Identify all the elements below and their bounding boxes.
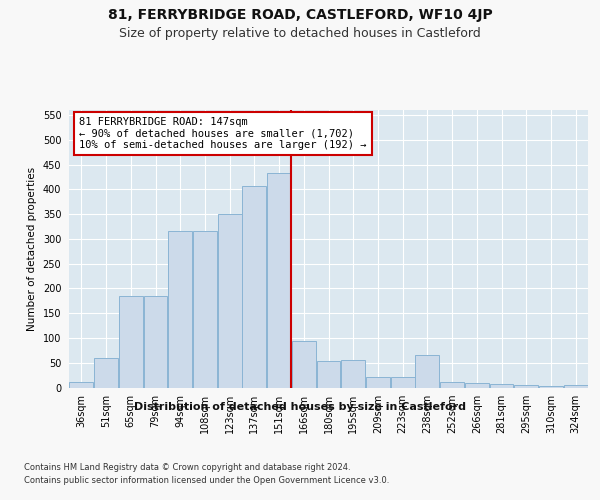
Bar	[70, 382, 94, 388]
Text: 81, FERRYBRIDGE ROAD, CASTLEFORD, WF10 4JP: 81, FERRYBRIDGE ROAD, CASTLEFORD, WF10 4…	[107, 8, 493, 22]
Bar	[539, 386, 563, 388]
Bar	[341, 360, 365, 388]
Text: 81 FERRYBRIDGE ROAD: 147sqm
← 90% of detached houses are smaller (1,702)
10% of : 81 FERRYBRIDGE ROAD: 147sqm ← 90% of det…	[79, 117, 367, 150]
Bar	[119, 296, 143, 388]
Bar	[366, 376, 390, 388]
Bar	[143, 296, 167, 388]
Text: Distribution of detached houses by size in Castleford: Distribution of detached houses by size …	[134, 402, 466, 412]
Bar	[267, 174, 291, 388]
Text: Contains public sector information licensed under the Open Government Licence v3: Contains public sector information licen…	[24, 476, 389, 485]
Bar	[514, 385, 538, 388]
Bar	[317, 361, 340, 388]
Bar	[94, 358, 118, 388]
Bar	[242, 186, 266, 388]
Bar	[391, 376, 415, 388]
Bar	[218, 214, 242, 388]
Bar	[465, 382, 489, 388]
Bar	[563, 385, 587, 388]
Text: Size of property relative to detached houses in Castleford: Size of property relative to detached ho…	[119, 28, 481, 40]
Bar	[415, 356, 439, 388]
Bar	[193, 231, 217, 388]
Bar	[490, 384, 514, 388]
Bar	[168, 232, 192, 388]
Y-axis label: Number of detached properties: Number of detached properties	[27, 166, 37, 331]
Text: Contains HM Land Registry data © Crown copyright and database right 2024.: Contains HM Land Registry data © Crown c…	[24, 462, 350, 471]
Bar	[440, 382, 464, 388]
Bar	[292, 342, 316, 388]
